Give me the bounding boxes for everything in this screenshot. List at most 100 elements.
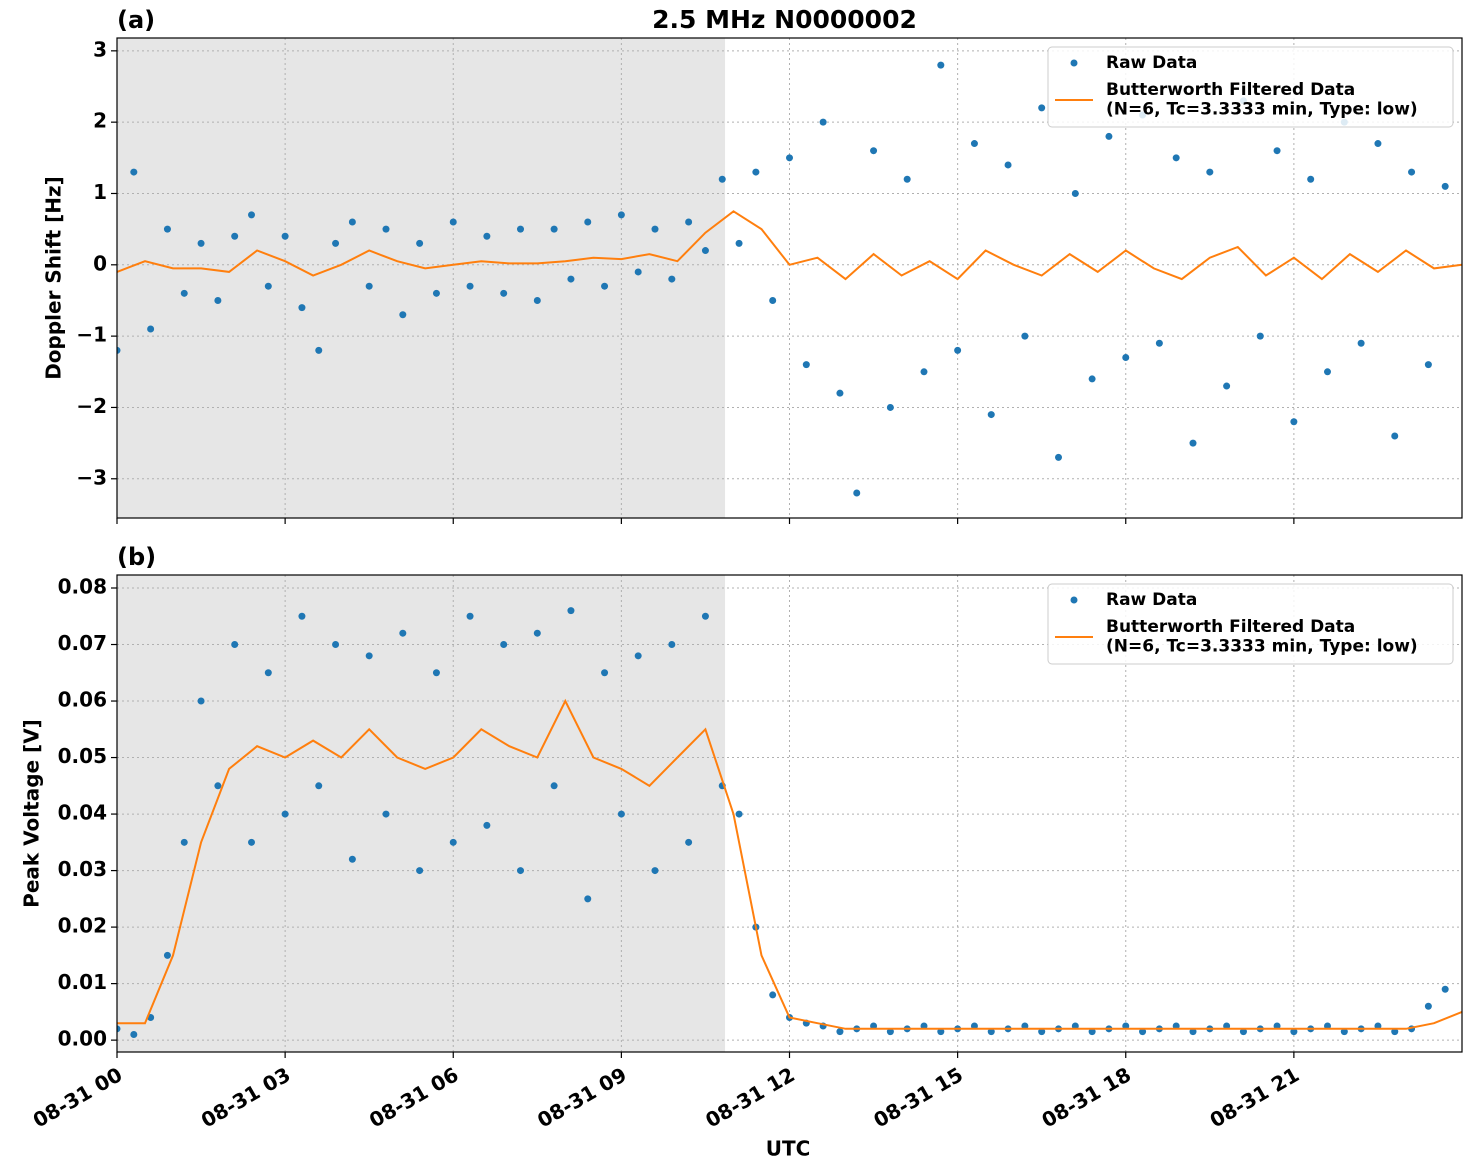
raw-point	[769, 991, 777, 999]
x-tick-label: 08-31 12	[701, 1062, 799, 1132]
raw-point	[1290, 418, 1298, 426]
y-tick-label: 0.08	[58, 574, 107, 598]
raw-point	[1071, 1022, 1079, 1030]
y-tick-label: 2	[93, 109, 107, 133]
raw-point	[651, 867, 659, 875]
raw-point	[1441, 182, 1449, 190]
filtered-line	[117, 698, 1462, 1030]
panel-label: (a)	[117, 6, 155, 34]
raw-point	[1172, 154, 1180, 162]
raw-point	[870, 147, 878, 155]
raw-point	[231, 641, 239, 649]
raw-point	[483, 821, 491, 829]
raw-point	[567, 275, 575, 283]
raw-point	[281, 810, 289, 818]
raw-point	[970, 140, 978, 148]
raw-point	[214, 782, 222, 790]
plot-area	[117, 607, 1462, 1038]
raw-point	[685, 218, 693, 226]
raw-point	[685, 838, 693, 846]
raw-point	[853, 489, 861, 497]
raw-point	[500, 641, 508, 649]
raw-point	[954, 346, 962, 354]
raw-point	[970, 1022, 978, 1030]
raw-point	[1206, 168, 1214, 176]
raw-point	[1189, 439, 1197, 447]
raw-point	[382, 810, 390, 818]
raw-point	[601, 669, 609, 677]
y-tick-label: −1	[76, 323, 107, 347]
raw-point	[130, 1030, 138, 1038]
raw-point	[416, 239, 424, 247]
panel: −3 −2 −1 0 1 2 3 (a) 2.5 MHz N0000002 Doppler Shi…	[42, 5, 1463, 524]
raw-point	[601, 282, 609, 290]
raw-point	[937, 61, 945, 69]
raw-point	[264, 669, 272, 677]
axes-frame	[116, 574, 1463, 1053]
raw-point	[449, 838, 457, 846]
raw-point	[735, 810, 743, 818]
raw-point	[248, 838, 255, 846]
raw-point	[1340, 1028, 1348, 1036]
raw-point	[315, 782, 323, 790]
raw-point	[332, 641, 340, 649]
raw-point	[1021, 1022, 1029, 1030]
raw-point	[1273, 1022, 1281, 1030]
y-tick-label: 0.04	[58, 801, 107, 825]
raw-point	[668, 275, 676, 283]
raw-point	[718, 175, 726, 183]
raw-point	[701, 612, 709, 620]
raw-point	[903, 175, 911, 183]
raw-point	[1223, 382, 1231, 390]
y-tick-label: 0.05	[58, 744, 107, 768]
raw-point	[432, 289, 440, 297]
raw-point	[382, 225, 390, 233]
raw-point	[298, 612, 306, 620]
raw-point	[1239, 1028, 1247, 1036]
raw-point	[1105, 132, 1113, 140]
raw-point	[533, 296, 541, 304]
raw-point	[365, 282, 373, 290]
panel: 08-31 00 08-31 03 08-31 06 08-31 09 08-31 12…	[20, 543, 1463, 1161]
raw-point	[634, 652, 642, 660]
raw-point	[348, 855, 356, 863]
raw-point	[180, 838, 188, 846]
legend-marker	[1070, 59, 1078, 67]
legend-marker	[1070, 596, 1078, 604]
raw-point	[920, 368, 928, 376]
raw-point	[1408, 168, 1416, 176]
raw-point	[248, 211, 255, 219]
legend-label: Butterworth Filtered Data (N=6, Tc=3.3333…	[1106, 80, 1418, 120]
raw-point	[483, 232, 491, 240]
raw-point	[1122, 1022, 1130, 1030]
raw-point	[1324, 368, 1331, 376]
x-tick-label: 08-31 00	[29, 1062, 127, 1132]
raw-point	[281, 232, 289, 240]
raw-point	[1273, 147, 1281, 155]
legend-box	[1047, 46, 1454, 128]
raw-point	[1391, 1028, 1399, 1036]
y-tick-label: 0.07	[58, 631, 107, 655]
raw-point	[836, 1028, 844, 1036]
raw-point	[937, 1028, 945, 1036]
raw-point	[1441, 985, 1449, 993]
raw-point	[180, 289, 188, 297]
raw-point	[550, 225, 558, 233]
axes-frame	[116, 37, 1463, 519]
raw-point	[1290, 1028, 1298, 1036]
raw-point	[1088, 375, 1096, 383]
raw-point	[870, 1022, 878, 1030]
raw-point	[500, 289, 508, 297]
y-tick-label: 0.06	[58, 688, 107, 712]
raw-point	[584, 895, 592, 903]
filtered-line	[117, 210, 1462, 281]
x-tick-label: 08-31 21	[1206, 1062, 1304, 1132]
raw-point	[1071, 189, 1079, 197]
raw-point	[214, 296, 222, 304]
raw-point	[1374, 1022, 1382, 1030]
legend-label: Raw Data	[1106, 53, 1197, 73]
y-tick-label: 1	[93, 180, 107, 204]
raw-point	[1004, 161, 1012, 169]
raw-point	[634, 268, 642, 276]
y-tick-label: 0.03	[58, 857, 107, 881]
